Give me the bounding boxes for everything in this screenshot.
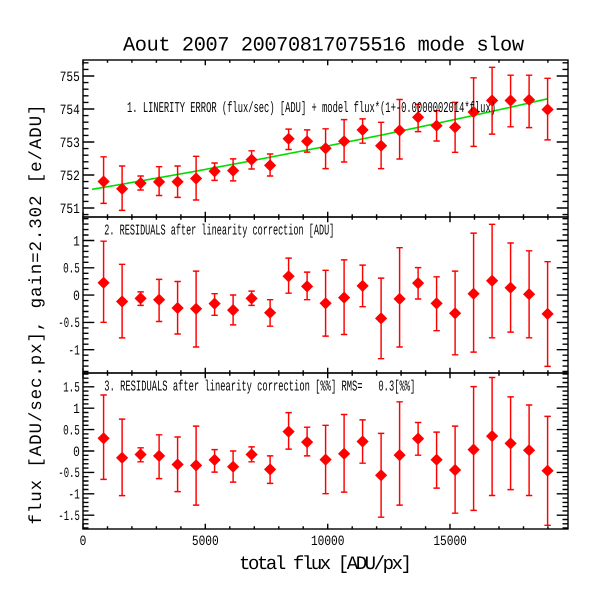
svg-text:-1.5: -1.5 — [58, 509, 79, 525]
svg-text:-1: -1 — [68, 344, 79, 360]
svg-text:1.5: 1.5 — [63, 381, 80, 397]
svg-text:2. RESIDUALS after linearity c: 2. RESIDUALS after linearity correction … — [104, 223, 334, 240]
svg-text:751: 751 — [60, 202, 80, 218]
svg-text:10000: 10000 — [311, 534, 345, 550]
svg-text:752: 752 — [60, 169, 80, 185]
svg-text:0: 0 — [73, 289, 80, 305]
svg-text:0: 0 — [73, 445, 80, 461]
svg-text:0: 0 — [80, 534, 87, 550]
svg-text:flux [ADU/sec.px], gain=2.302: flux [ADU/sec.px], gain=2.302 [e/ADU] — [27, 105, 47, 525]
svg-text:0.5: 0.5 — [63, 262, 80, 278]
svg-text:755: 755 — [60, 70, 80, 86]
svg-text:Aout 2007 20070817075516 mode: Aout 2007 20070817075516 mode slow — [123, 35, 524, 58]
svg-text:3. RESIDUALS after linearity c: 3. RESIDUALS after linearity correction … — [104, 379, 415, 396]
svg-text:753: 753 — [60, 136, 80, 152]
svg-text:1. LINERITY ERROR (flux/sec) [: 1. LINERITY ERROR (flux/sec) [ADU] + mod… — [127, 100, 496, 117]
svg-text:15000: 15000 — [433, 534, 467, 550]
svg-text:-0.5: -0.5 — [58, 316, 79, 332]
svg-text:1: 1 — [73, 402, 80, 418]
svg-text:total flux [ADU/px]: total flux [ADU/px] — [239, 553, 412, 575]
svg-text:-1: -1 — [68, 488, 79, 504]
svg-text:-0.5: -0.5 — [58, 466, 79, 482]
svg-text:5000: 5000 — [192, 534, 219, 550]
svg-text:754: 754 — [60, 103, 80, 119]
svg-text:0.5: 0.5 — [63, 423, 80, 439]
svg-text:1: 1 — [73, 234, 80, 250]
